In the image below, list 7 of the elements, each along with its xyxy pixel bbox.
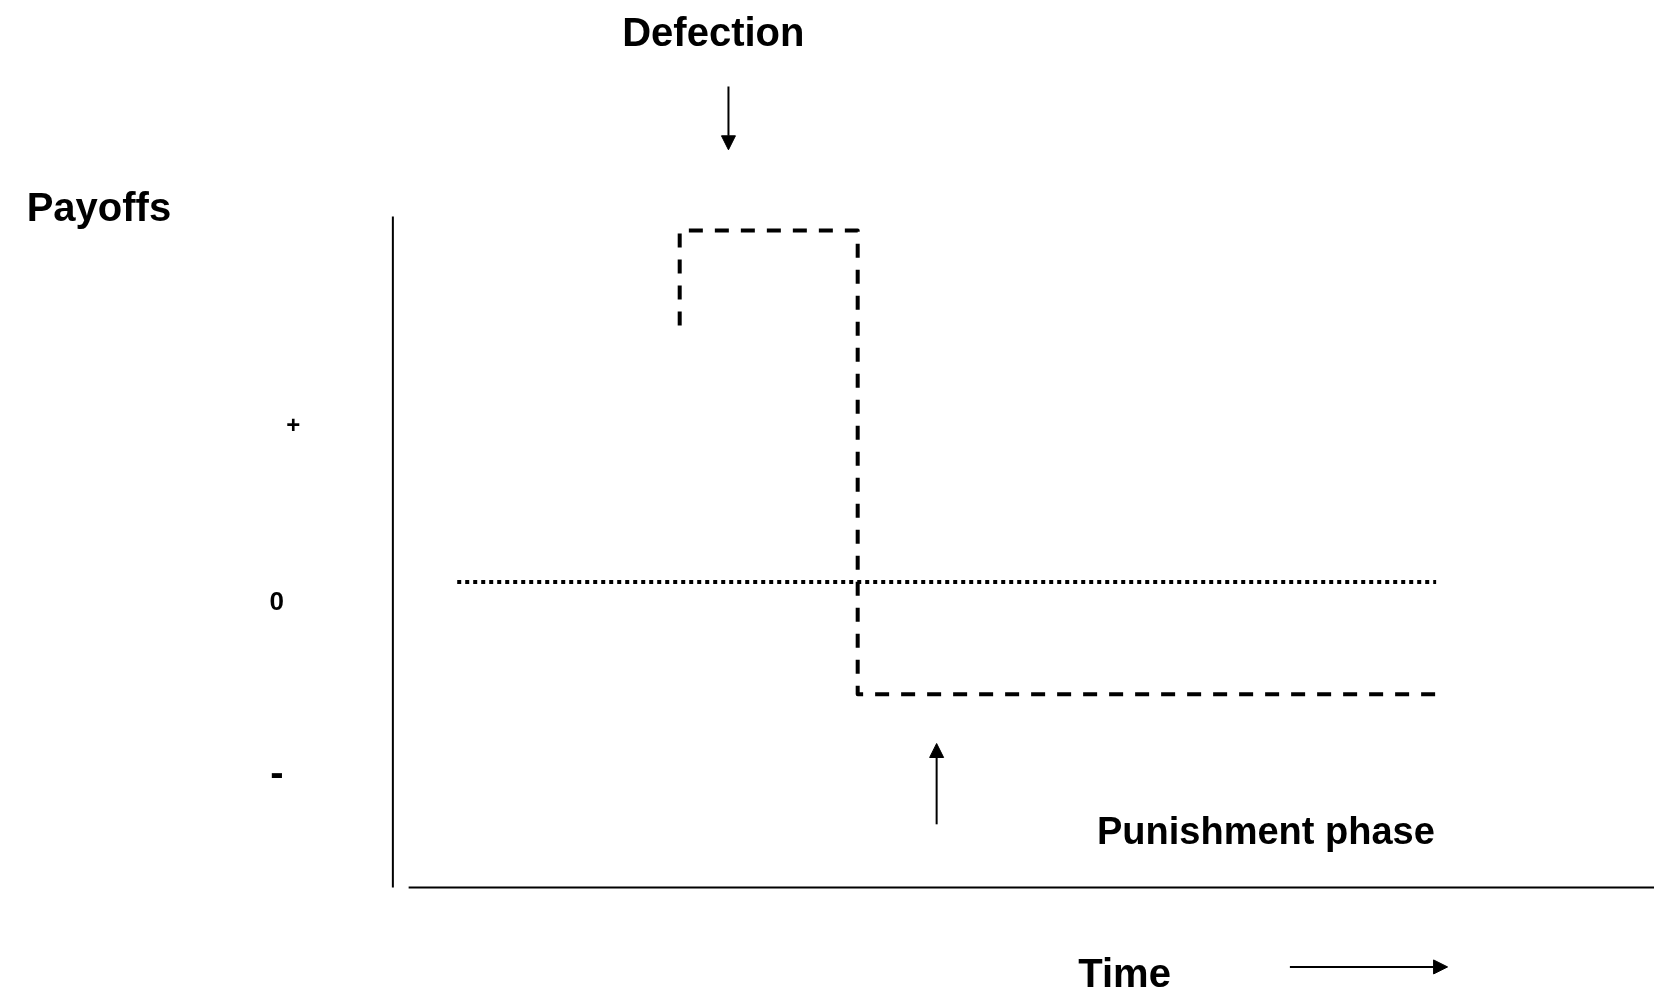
text: Punishment phase [1097, 810, 1435, 853]
text: Defection [622, 10, 805, 55]
text: Time [1078, 951, 1171, 996]
text: + [286, 411, 301, 439]
text: - [270, 749, 284, 794]
ref-line-label: 0 [269, 585, 285, 616]
text: Payoffs [26, 185, 172, 230]
